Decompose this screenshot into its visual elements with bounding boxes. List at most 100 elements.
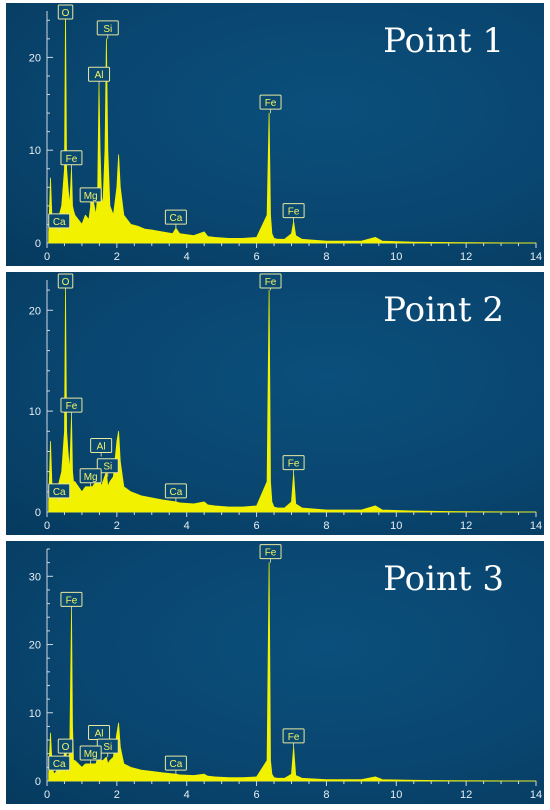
x-tick-label: 12 [460, 789, 472, 801]
x-tick-label: 14 [530, 251, 542, 263]
peak-label: Si [96, 458, 119, 477]
peak-label-box [259, 544, 282, 560]
peak-label-text: Al [97, 442, 106, 453]
x-tick-label: 8 [323, 251, 329, 263]
peak-label-box [48, 483, 71, 499]
x-tick-label: 4 [184, 251, 190, 263]
x-tick-label: 10 [390, 520, 402, 532]
x-tick-label: 8 [323, 789, 329, 801]
peak-label-box [90, 438, 113, 454]
y-tick-label: 20 [29, 52, 41, 64]
peak-label: Ca [164, 209, 187, 229]
x-tick-label: 8 [323, 520, 329, 532]
x-tick-label: 6 [254, 520, 260, 532]
peak-label: Ca [48, 755, 71, 775]
peak-label: Ca [164, 483, 187, 502]
x-tick-label: 12 [460, 251, 472, 263]
peak-label-text: Fe [288, 732, 300, 743]
peak-label-box [259, 94, 282, 110]
y-tick-label: 10 [29, 708, 41, 720]
peak-label: Fe [60, 591, 83, 611]
peak-label-text: Fe [265, 98, 277, 109]
x-tick-label: 4 [184, 789, 190, 801]
peak-label-text: Mg [84, 191, 98, 202]
peak-label-text: Ca [169, 213, 182, 224]
peak-label-box [164, 209, 187, 225]
peak-label-box [96, 458, 119, 474]
peak-label: Fe [282, 455, 305, 474]
peak-label: Al [88, 66, 111, 86]
peak-label-text: Ca [53, 487, 66, 498]
x-tick-label: 4 [184, 520, 190, 532]
peak-label: Fe [259, 273, 282, 291]
peak-label-text: Ca [53, 217, 66, 228]
x-tick-label: 2 [114, 251, 120, 263]
y-tick-label: 0 [35, 238, 41, 250]
x-tick-label: 2 [114, 789, 120, 801]
peak-label: Ca [48, 213, 71, 232]
peak-label-text: Si [103, 462, 112, 473]
y-tick-label: 10 [29, 406, 41, 418]
peak-label-text: Fe [265, 277, 277, 288]
peak-label: O [57, 4, 74, 20]
peak-label-text: O [62, 742, 70, 753]
x-tick-label: 0 [44, 789, 50, 801]
peak-label-box [88, 66, 111, 82]
peak-label: Fe [282, 203, 305, 222]
peak-label-text: O [62, 277, 70, 288]
peak-label-text: Si [103, 742, 112, 753]
peak-label-box [60, 397, 83, 413]
peak-label-text: Ca [53, 759, 66, 770]
peak-label: Fe [259, 544, 282, 563]
spectrum-chart-1: 0 2 4 6 8 10 12 14 0 10 20 O Si Al Fe Fe Mg Ca Ca Fe [29, 4, 542, 263]
peak-label-box [282, 455, 305, 471]
x-tick-label: 0 [44, 251, 50, 263]
y-tick-label: 20 [29, 305, 41, 317]
peak-label-text: Al [95, 728, 104, 739]
peak-label-text: Fe [288, 459, 300, 470]
peak-label-text: Ca [169, 759, 182, 770]
x-tick-label: 14 [530, 520, 542, 532]
peak-label: Fe [60, 397, 83, 417]
peak-label: Ca [48, 483, 71, 502]
x-tick-label: 6 [254, 789, 260, 801]
peak-label: Mg [79, 187, 102, 206]
peak-label-text: Fe [265, 548, 277, 559]
peak-label-text: Fe [66, 401, 78, 412]
y-tick-label: 30 [29, 571, 41, 583]
peak-label: Mg [79, 745, 102, 764]
y-tick-label: 20 [29, 640, 41, 652]
x-tick-label: 14 [530, 789, 542, 801]
peak-label-text: Fe [66, 595, 78, 606]
peak-label-text: Si [103, 24, 112, 35]
peak-label-box [96, 20, 119, 36]
y-tick-label: 0 [35, 776, 41, 788]
panel-title: Point 2 [383, 290, 504, 330]
x-tick-label: 6 [254, 251, 260, 263]
y-tick-label: 0 [35, 507, 41, 519]
spectrum-panel-3: Point 3 0 2 4 6 8 10 12 14 0 10 20 30 Fe Fe Al O Si Mg Ca C… [6, 541, 544, 804]
spectrum-area [48, 562, 537, 782]
spectrum-area [48, 289, 537, 513]
peak-label-box [57, 4, 74, 20]
peak-label-text: Mg [84, 472, 98, 483]
peak-label-box [60, 150, 83, 166]
peak-label-box [259, 273, 282, 289]
peak-label: Mg [79, 468, 102, 487]
peak-label-box [282, 728, 305, 744]
peak-label-box [164, 755, 187, 771]
peak-label: Si [96, 20, 119, 39]
peak-label-box [79, 745, 102, 761]
peak-label-box [48, 213, 71, 229]
peak-label-box [60, 591, 83, 607]
peak-label-box [79, 187, 102, 203]
x-tick-label: 2 [114, 520, 120, 532]
peak-label: O [57, 738, 74, 758]
peak-label: O [57, 273, 74, 291]
spectrum-chart-3: 0 2 4 6 8 10 12 14 0 10 20 30 Fe Fe Al O Si Mg Ca Ca Fe [29, 544, 542, 801]
peak-label: Fe [60, 150, 83, 169]
spectrum-chart-2: 0 2 4 6 8 10 12 14 0 10 20 O Fe Fe Al Si Mg Ca Ca Fe [29, 273, 542, 532]
spectrum-area [48, 10, 537, 244]
peak-label-text: O [62, 8, 70, 19]
peak-label: Si [96, 738, 119, 758]
